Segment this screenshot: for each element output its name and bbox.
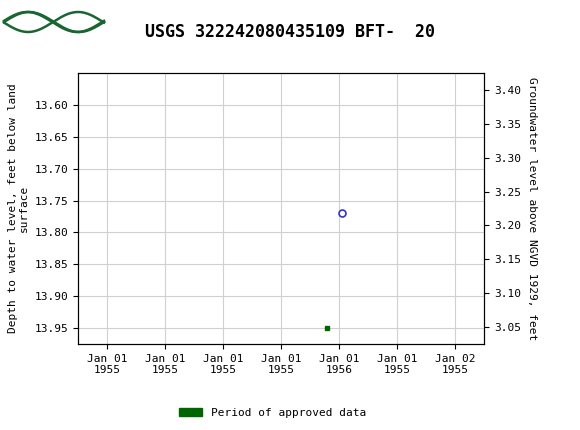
FancyBboxPatch shape (4, 3, 104, 37)
Text: USGS 322242080435109 BFT-  20: USGS 322242080435109 BFT- 20 (145, 23, 435, 41)
Y-axis label: Groundwater level above NGVD 1929, feet: Groundwater level above NGVD 1929, feet (527, 77, 536, 340)
Text: USGS: USGS (130, 10, 198, 30)
Legend: Period of approved data: Period of approved data (175, 403, 370, 422)
Y-axis label: Depth to water level, feet below land
surface: Depth to water level, feet below land su… (8, 84, 29, 333)
